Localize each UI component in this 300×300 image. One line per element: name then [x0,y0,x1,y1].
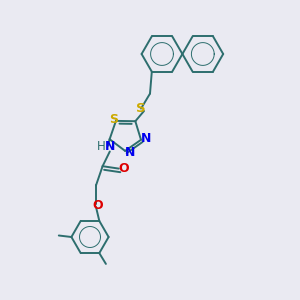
Text: O: O [92,199,103,212]
Text: N: N [141,132,152,145]
Text: N: N [125,146,136,159]
Text: O: O [118,162,129,175]
Text: N: N [105,140,115,153]
Text: S: S [136,102,146,115]
Text: H: H [97,140,106,153]
Text: S: S [109,113,118,126]
